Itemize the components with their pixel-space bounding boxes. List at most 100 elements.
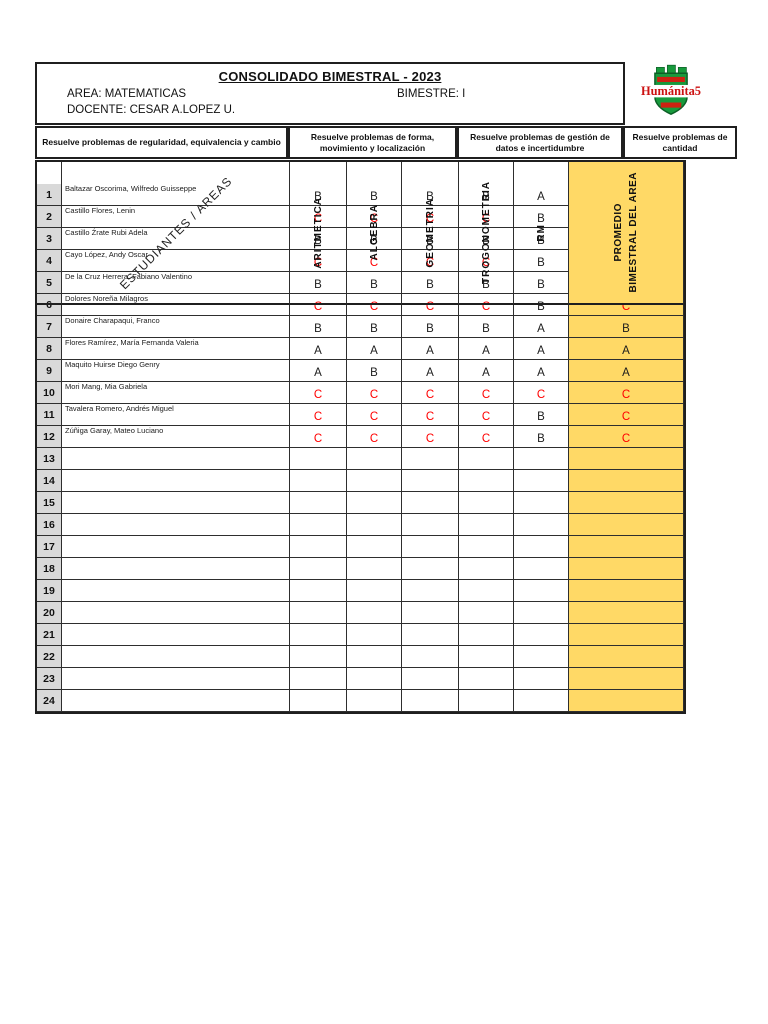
grade-cell: [459, 448, 514, 470]
row-number-cell: 11: [37, 404, 62, 426]
grade-cell: [402, 668, 459, 690]
grade-cell: [514, 580, 569, 602]
promedio-cell: A: [569, 338, 684, 360]
grade-cell: C: [347, 382, 402, 404]
grade-cell: [514, 514, 569, 536]
docente-label: DOCENTE: CESAR A.LOPEZ U.: [67, 104, 236, 116]
grade-cell: [459, 492, 514, 514]
row-number-cell: 9: [37, 360, 62, 382]
promedio-cell: [569, 602, 684, 624]
grade-cell: B: [347, 316, 402, 338]
student-name-cell: [62, 624, 290, 646]
column-header-promedio: PROMEDIO BIMESTRAL DEL AREA: [569, 162, 684, 305]
promedio-cell: [569, 668, 684, 690]
promedio-cell: [569, 492, 684, 514]
grade-cell: [290, 602, 347, 624]
grade-cell: [290, 668, 347, 690]
shield-icon: Humánita5: [632, 64, 710, 116]
promedio-cell: [569, 536, 684, 558]
row-number-cell: 17: [37, 536, 62, 558]
grade-cell: [290, 624, 347, 646]
grade-cell: [290, 558, 347, 580]
title-box: CONSOLIDADO BIMESTRAL - 2023 AREA: MATEM…: [35, 62, 625, 125]
grade-cell: [514, 558, 569, 580]
grade-cell: [514, 690, 569, 712]
grade-cell: [347, 690, 402, 712]
school-logo: Humánita5: [628, 63, 714, 123]
competency-header-cantidad: Resuelve problemas de cantidad: [623, 126, 737, 159]
row-number-cell: 10: [37, 382, 62, 404]
row-number-cell: 21: [37, 624, 62, 646]
student-name-cell: [62, 668, 290, 690]
student-name-cell: [62, 492, 290, 514]
grade-cell: [290, 514, 347, 536]
column-header-rm: RM: [514, 162, 569, 305]
grade-cell: A: [514, 360, 569, 382]
promedio-cell: B: [569, 316, 684, 338]
student-name-cell: [62, 558, 290, 580]
grade-cell: [514, 448, 569, 470]
grade-cell: [290, 690, 347, 712]
grade-cell: B: [290, 316, 347, 338]
grade-cell: C: [402, 294, 459, 316]
grade-cell: [459, 514, 514, 536]
promedio-cell: [569, 646, 684, 668]
student-name-cell: [62, 470, 290, 492]
grade-cell: [402, 624, 459, 646]
row-number-cell: 14: [37, 470, 62, 492]
row-number-cell: 24: [37, 690, 62, 712]
student-name-cell: Tavalera Romero, Andrés Miguel: [62, 404, 290, 426]
grade-cell: B: [347, 360, 402, 382]
grade-cell: [402, 514, 459, 536]
promedio-cell: [569, 580, 684, 602]
grade-cell: [347, 646, 402, 668]
row-number-cell: 7: [37, 316, 62, 338]
student-name-cell: Zúñiga Garay, Mateo Luciano: [62, 426, 290, 448]
grade-cell: C: [290, 426, 347, 448]
student-name-cell: [62, 536, 290, 558]
grade-cell: A: [514, 338, 569, 360]
grade-cell: [402, 602, 459, 624]
grade-cell: [459, 602, 514, 624]
grade-table: ESTUDIANTES / AREAS ARITMETICA ALGEBRA G…: [35, 160, 686, 714]
promedio-cell: A: [569, 360, 684, 382]
grade-cell: [459, 558, 514, 580]
logo-text: Humánita5: [641, 84, 701, 98]
competency-header-regularidad: Resuelve problemas de regularidad, equiv…: [35, 126, 288, 159]
grade-cell: [347, 624, 402, 646]
grade-cell: [459, 470, 514, 492]
grade-cell: [514, 624, 569, 646]
row-number-cell: 13: [37, 448, 62, 470]
grade-cell: [290, 580, 347, 602]
grade-cell: [402, 646, 459, 668]
area-label: AREA: MATEMATICAS: [67, 88, 187, 100]
grade-cell: [402, 580, 459, 602]
grade-cell: [402, 558, 459, 580]
grade-cell: C: [347, 294, 402, 316]
student-name-cell: Mori Mang, Mia Gabriela: [62, 382, 290, 404]
promedio-cell: [569, 448, 684, 470]
grade-cell: C: [459, 426, 514, 448]
grade-cell: [402, 448, 459, 470]
grade-cell: B: [514, 426, 569, 448]
grade-cell: C: [402, 382, 459, 404]
estudiantes-areas-label: ESTUDIANTES / AREAS: [116, 173, 235, 292]
grade-cell: B: [459, 316, 514, 338]
grade-cell: [347, 580, 402, 602]
grade-cell: C: [290, 382, 347, 404]
promedio-cell: [569, 470, 684, 492]
grade-cell: C: [459, 294, 514, 316]
row-number-cell: 8: [37, 338, 62, 360]
grade-cell: B: [402, 316, 459, 338]
promedio-cell: [569, 558, 684, 580]
grade-cell: [347, 668, 402, 690]
grade-cell: [402, 470, 459, 492]
grade-cell: C: [402, 404, 459, 426]
grade-cell: [347, 558, 402, 580]
competency-header-forma: Resuelve problemas de forma, movimiento …: [288, 126, 457, 159]
grade-cell: [514, 646, 569, 668]
grade-cell: C: [347, 404, 402, 426]
row-number-cell: 12: [37, 426, 62, 448]
grade-cell: [514, 668, 569, 690]
